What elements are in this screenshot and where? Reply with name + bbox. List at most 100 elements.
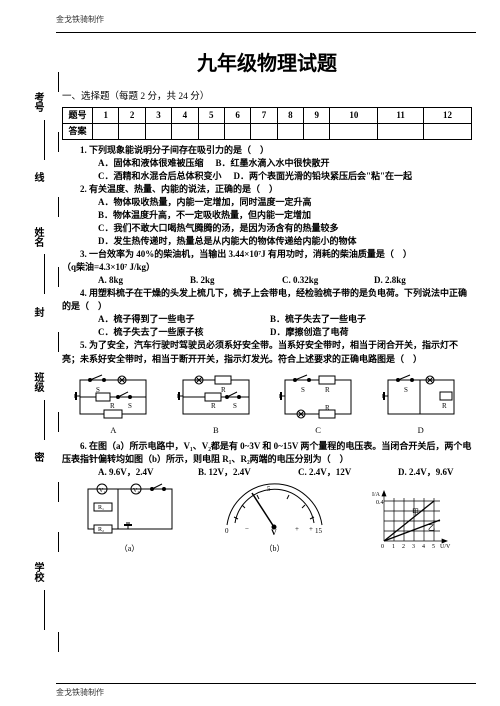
table-row: 答案 (63, 123, 472, 139)
svg-text:+: + (295, 525, 299, 533)
option-b: B．梳子失去了一些电子 (270, 313, 366, 326)
answer-table: 题号 1 2 3 4 5 6 7 8 9 10 11 12 答案 (62, 107, 472, 140)
table-cell[interactable] (330, 123, 378, 139)
svg-text:+: + (309, 525, 313, 533)
svg-text:V: V (271, 528, 277, 537)
table-cell: 6 (224, 107, 250, 123)
svg-text:3: 3 (412, 544, 415, 550)
svg-text:V₂: V₂ (133, 488, 139, 494)
label-d: D (418, 424, 424, 436)
circuit-a: S R S (74, 372, 152, 422)
table-cell[interactable] (277, 123, 303, 139)
option-a: A．梳子得到了一些电子 (98, 313, 258, 326)
table-cell[interactable] (224, 123, 250, 139)
side-blank (44, 400, 45, 440)
question-3-options: A. 8kg B. 2kg C. 0.32kg D. 2.8kg (62, 274, 472, 287)
option-b: B. 12V，2.4V (198, 466, 286, 479)
option-d: D．摩擦创造了电荷 (270, 326, 349, 339)
circuit-b: R R S (177, 372, 255, 422)
option-b: B. 2kg (190, 274, 270, 287)
q6-meter-b: 0 5 15 − V + + （b） (217, 483, 332, 555)
table-cell: 12 (423, 107, 471, 123)
side-blank (44, 590, 45, 630)
table-cell[interactable] (378, 123, 424, 139)
question-3: 3. 一台效率为 40%的柴油机，当输出 3.44×10⁷J 有用功时，消耗的柴… (62, 248, 472, 261)
table-cell: 10 (330, 107, 378, 123)
table-cell: 8 (277, 107, 303, 123)
svg-text:5: 5 (432, 544, 435, 550)
side-label-line: 线 (30, 172, 45, 182)
content-area: 九年级物理试题 一、选择题（每题 2 分，共 24 分） 题号 1 2 3 4 … (62, 36, 472, 680)
option-a: A．物体吸收热量，内能一定增加，同时温度一定升高 (62, 196, 472, 209)
svg-text:R: R (221, 386, 226, 394)
label-fig-a: （a） (82, 543, 177, 555)
option-d: D. 2.8kg (374, 274, 454, 287)
question-4: 4. 用塑料梳子在干燥的头发上梳几下，梳子上会带电，经检验梳子带的是负电荷。下列… (62, 287, 472, 313)
option-c: C．梳子失去了一些原子核 (98, 326, 258, 339)
table-cell: 9 (304, 107, 330, 123)
table-cell[interactable] (172, 123, 198, 139)
table-row: 题号 1 2 3 4 5 6 7 8 9 10 11 12 (63, 107, 472, 123)
question-6-options: A. 9.6V，2.4V B. 12V，2.4V C. 2.4V，12V D. … (62, 466, 472, 479)
circuit-labels: A B C D (62, 424, 472, 436)
side-label-secret: 密 (30, 452, 45, 462)
option-d: D．发生热传递时，热量总是从内能大的物体传递给内能小的物体 (62, 235, 472, 248)
svg-text:1: 1 (392, 544, 395, 550)
dash-mark (58, 412, 60, 432)
svg-text:R: R (325, 386, 330, 394)
side-label-exam-id: 考号 (30, 92, 45, 112)
svg-text:R: R (110, 402, 115, 410)
question-5: 5. 为了安全，汽车行驶时驾驶员必须系好安全带。当系好安全带时，相当于闭合开关，… (62, 339, 472, 365)
label-a: A (110, 424, 116, 436)
table-cell[interactable] (198, 123, 224, 139)
question-1-options: A．固体和液体很难被压缩 B．红墨水滴入水中很快散开 (62, 157, 472, 170)
option-d: D．两个表面光滑的铅块紧压后会"粘"在一起 (234, 170, 413, 183)
svg-text:−: − (245, 525, 249, 533)
svg-text:0: 0 (225, 527, 229, 535)
option-c: C. 2.4V，12V (298, 466, 386, 479)
table-cell[interactable] (423, 123, 471, 139)
option-a: A. 8kg (98, 274, 178, 287)
dash-mark (58, 267, 60, 287)
section-heading: 一、选择题（每题 2 分，共 24 分） (62, 91, 472, 105)
q6-figures: V₁ R₁ V₂ R₂ （a） 0 5 15 − V + (62, 483, 472, 555)
label-b: B (213, 424, 219, 436)
question-6: 6. 在图（a）所示电路中，V₁、V₂都是有 0~3V 和 0~15V 两个量程… (62, 440, 472, 466)
svg-text:R₂: R₂ (98, 527, 104, 533)
svg-text:S: S (233, 402, 237, 410)
side-label-class: 班级 (30, 372, 45, 392)
dash-mark (58, 482, 60, 502)
footer-watermark: 金戈铁骑制作 (56, 687, 104, 698)
table-header-cell: 题号 (63, 107, 93, 123)
side-label-seal: 封 (30, 307, 45, 317)
option-b: B．红墨水滴入水中很快散开 (216, 157, 330, 170)
svg-text:0: 0 (381, 544, 384, 550)
binding-strip: 考号 线 姓名 封 班级 密 学校 (22, 32, 52, 684)
dash-mark (58, 132, 60, 152)
table-cell: 7 (251, 107, 277, 123)
option-a: A. 9.6V，2.4V (98, 466, 186, 479)
label-c: C (315, 424, 321, 436)
svg-text:0.4: 0.4 (376, 500, 384, 506)
table-cell[interactable] (119, 123, 145, 139)
table-cell: 1 (93, 107, 119, 123)
table-cell[interactable] (251, 123, 277, 139)
svg-text:甲: 甲 (412, 508, 419, 516)
svg-text:4: 4 (422, 544, 425, 550)
svg-text:I/A: I/A (372, 492, 381, 498)
header-watermark: 金戈铁骑制作 (56, 14, 104, 25)
table-cell[interactable] (304, 123, 330, 139)
circuit-d: S R (382, 372, 460, 422)
option-c: C．酒精和水混合后总体积变小 (98, 170, 222, 183)
table-cell[interactable] (145, 123, 171, 139)
side-blank (44, 120, 45, 160)
option-c: C．我们不敢大口喝热气腾腾的汤，是因为汤含有的热量较多 (62, 222, 472, 235)
svg-text:S: S (301, 386, 305, 394)
circuit-c: S R R (279, 372, 357, 422)
label-fig-b: （b） (217, 543, 332, 555)
dash-mark (58, 332, 60, 352)
svg-text:5: 5 (267, 485, 271, 493)
svg-text:S: S (128, 402, 132, 410)
table-cell[interactable] (93, 123, 119, 139)
table-cell: 11 (378, 107, 424, 123)
